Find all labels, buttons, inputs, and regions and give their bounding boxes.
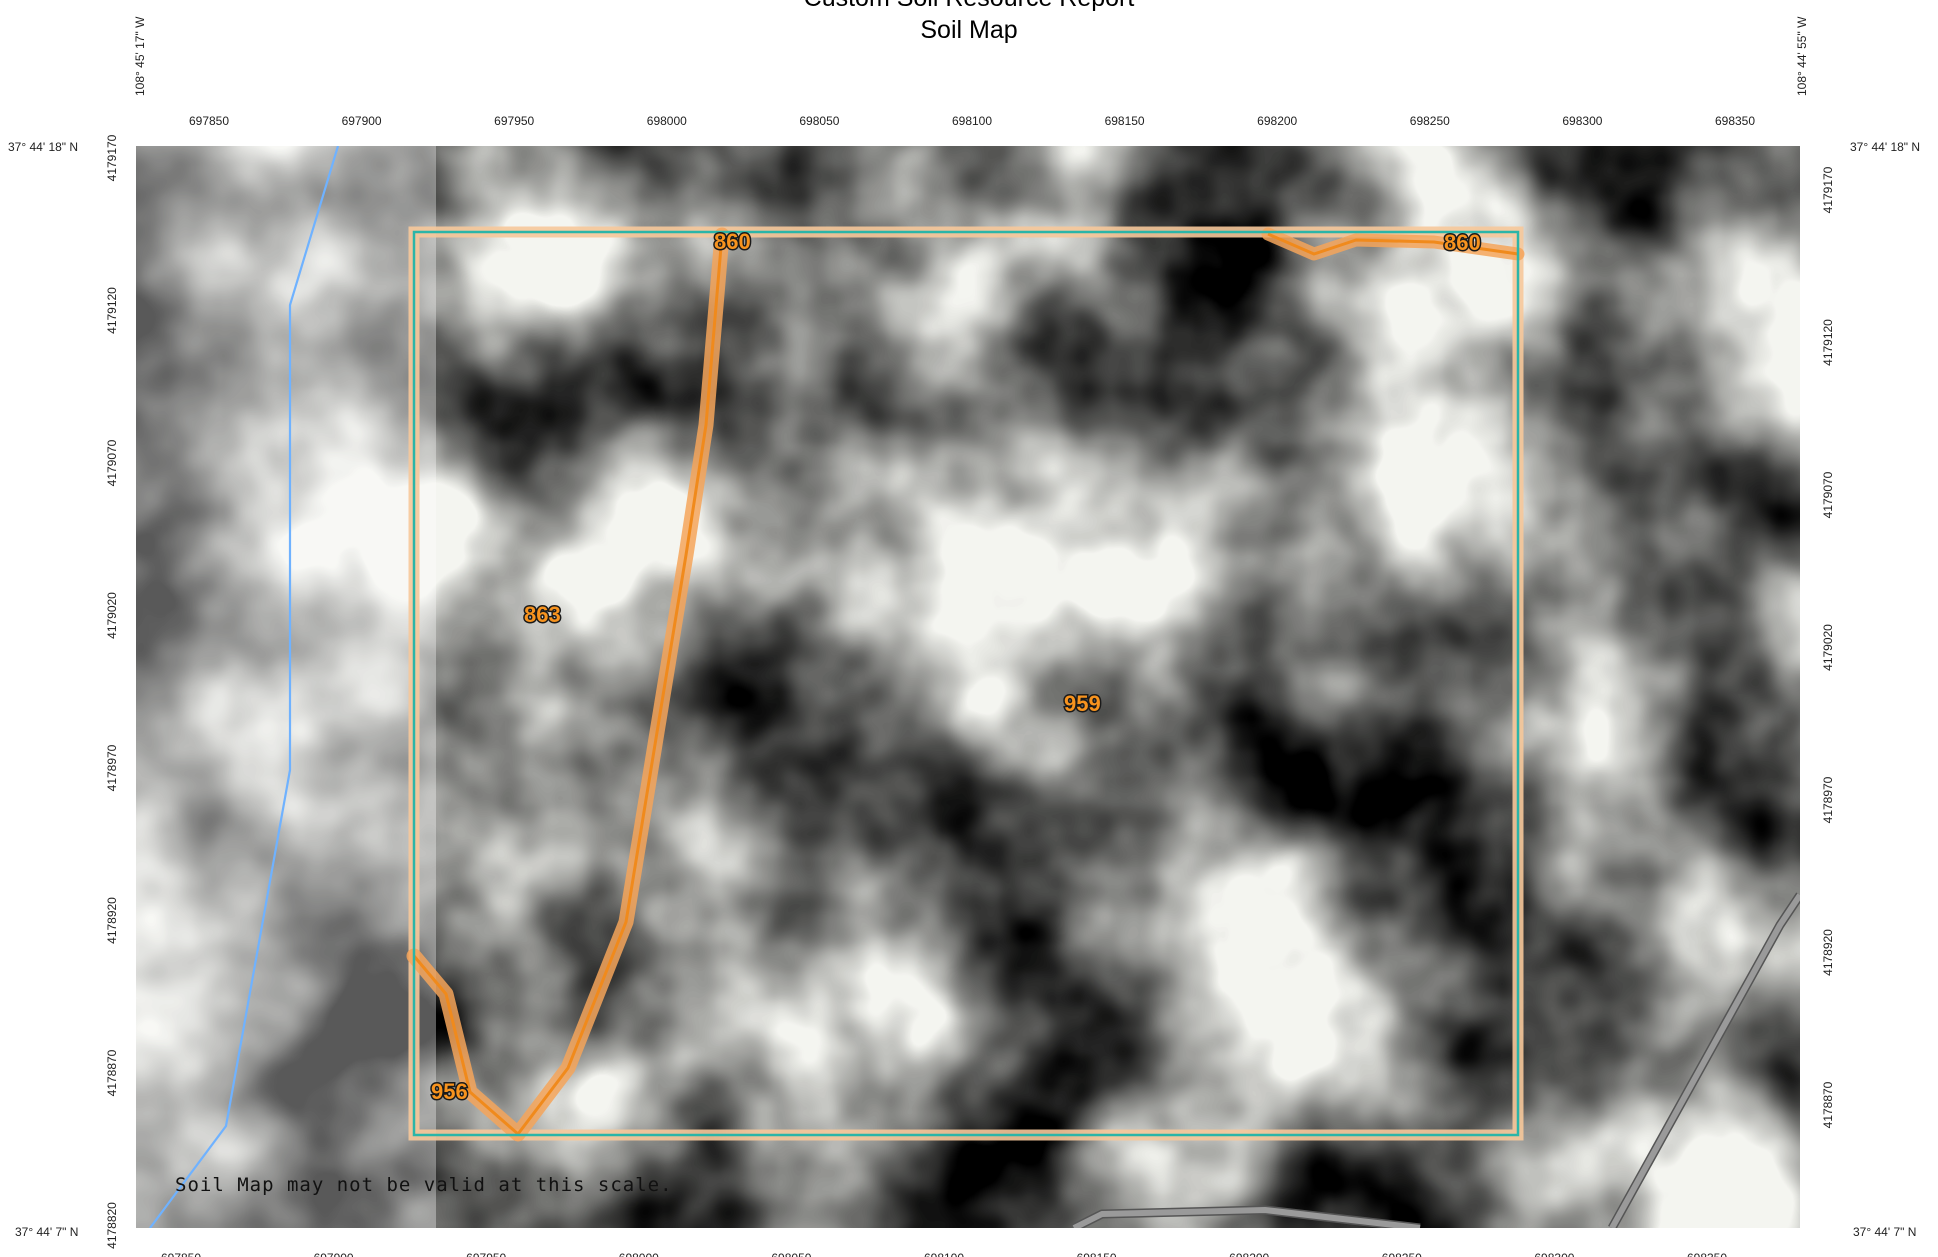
coordinate-tick-label: 4178920 xyxy=(1821,929,1835,976)
soil-boundaries xyxy=(406,227,1525,1142)
coordinate-tick-label: 698250 xyxy=(1382,1251,1422,1257)
soil-unit-label[interactable]: 863 xyxy=(523,601,563,629)
northing-ticks-left: 4179170 4179120 4179070 4179020 4178970 41789… xyxy=(105,134,119,1249)
soil-unit-label[interactable]: 860 xyxy=(1443,229,1483,257)
coordinate-tick-label: 4178870 xyxy=(1821,1081,1835,1128)
coordinate-tick-label: 698050 xyxy=(771,1251,811,1257)
latitude-label: 37° 44' 18" N xyxy=(1850,140,1920,154)
soil-unit-label[interactable]: 959 xyxy=(1063,690,1103,718)
coordinate-tick-label: 4178820 xyxy=(105,1202,119,1249)
coordinate-tick-label: 4179120 xyxy=(1821,319,1835,366)
scale-warning: Soil Map may not be valid at this scale. xyxy=(175,1174,673,1196)
coordinate-tick-label: 697850 xyxy=(189,114,229,128)
longitude-label: 108° 45' 17" W xyxy=(133,16,147,96)
coordinate-tick-label: 4179020 xyxy=(1821,624,1835,671)
coordinate-tick-label: 698100 xyxy=(924,1251,964,1257)
soil-unit-label[interactable]: 956 xyxy=(430,1078,470,1106)
coordinate-tick-label: 697950 xyxy=(466,1251,506,1257)
coordinate-tick-label: 4178920 xyxy=(105,897,119,944)
coordinate-tick-label: 698300 xyxy=(1562,114,1602,128)
coordinate-tick-label: 697900 xyxy=(342,114,382,128)
easting-ticks-top: 697850 697900 697950 698000 698050 698100 6981… xyxy=(189,114,1755,128)
soil-unit-label[interactable]: 860 xyxy=(713,228,753,256)
coordinate-tick-label: 698150 xyxy=(1105,114,1145,128)
map-title: Soil Map xyxy=(920,16,1018,44)
coordinate-tick-label: 698000 xyxy=(619,1251,659,1257)
coordinate-tick-label: 4179170 xyxy=(1821,166,1835,213)
coordinate-tick-label: 698350 xyxy=(1715,114,1755,128)
coordinate-tick-label: 4179120 xyxy=(105,287,119,334)
coordinate-tick-label: 697900 xyxy=(314,1251,354,1257)
report-title: Custom Soil Resource Report xyxy=(0,0,1938,13)
coordinate-tick-label: 698150 xyxy=(1077,1251,1117,1257)
coordinate-tick-label: 698100 xyxy=(952,114,992,128)
latitude-label: 37° 44' 7" N xyxy=(15,1225,78,1239)
stream-line xyxy=(149,146,340,1228)
coordinate-tick-label: 4178870 xyxy=(105,1049,119,1096)
coordinate-tick-label: 698200 xyxy=(1229,1251,1269,1257)
coordinate-tick-label: 698300 xyxy=(1534,1251,1574,1257)
latitude-label: 37° 44' 18" N xyxy=(8,140,78,154)
coordinate-tick-label: 4178970 xyxy=(105,744,119,791)
coordinate-tick-label: 4178970 xyxy=(1821,776,1835,823)
northing-ticks-right: 4179170 4179120 4179070 4179020 4178970 41789… xyxy=(1821,166,1835,1128)
aerial-imagery: 860 860 863 959 956 Soil Map may not be … xyxy=(136,146,1800,1228)
coordinate-tick-label: 697850 xyxy=(161,1251,201,1257)
coordinate-tick-label: 698200 xyxy=(1257,114,1297,128)
coordinate-tick-label: 698050 xyxy=(799,114,839,128)
coordinate-tick-label: 697950 xyxy=(494,114,534,128)
coordinate-tick-label: 4179020 xyxy=(105,592,119,639)
latitude-label: 37° 44' 7" N xyxy=(1853,1225,1916,1239)
area-of-interest-boundary[interactable] xyxy=(412,230,1520,1137)
coordinate-tick-label: 4179070 xyxy=(105,439,119,486)
easting-ticks-bottom: 697850 697900 697950 698000 698050 698100 6981… xyxy=(161,1251,1727,1257)
coordinate-tick-label: 4179170 xyxy=(105,134,119,181)
coordinate-tick-label: 698250 xyxy=(1410,114,1450,128)
longitude-label: 108° 44' 55" W xyxy=(1795,16,1809,96)
coordinate-tick-label: 698000 xyxy=(647,114,687,128)
coordinate-tick-label: 4179070 xyxy=(1821,471,1835,518)
coordinate-tick-label: 698350 xyxy=(1687,1251,1727,1257)
